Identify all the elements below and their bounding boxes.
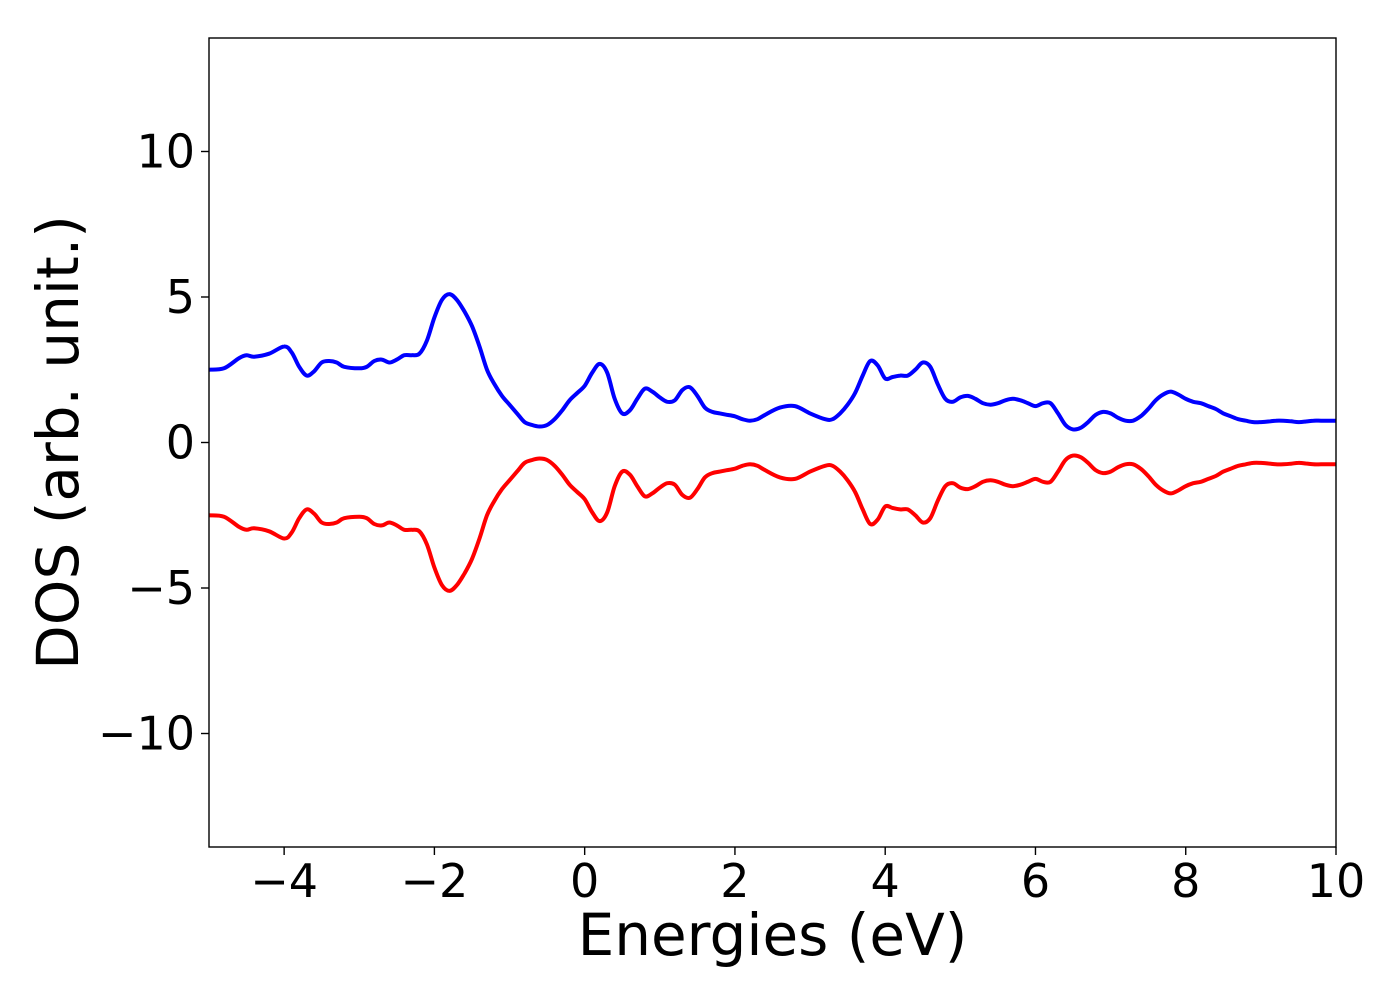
- x-tick-label: −4: [250, 854, 318, 908]
- y-axis-label: DOS (arb. unit.): [24, 215, 92, 670]
- y-tick-label: −5: [127, 561, 195, 615]
- series-line-1: [209, 292, 1336, 432]
- y-tick-label: −10: [98, 707, 195, 761]
- x-tick-label: 8: [1171, 854, 1200, 908]
- x-tick-label: 6: [1021, 854, 1050, 908]
- x-tick-label: 10: [1307, 854, 1366, 908]
- x-tick-label: 2: [720, 854, 749, 908]
- series-line-2: [209, 453, 1336, 593]
- ticks-layer: −4 −2 0 2 4 6 8 10 −10 −5 0 5 10: [98, 124, 1365, 908]
- y-tick-label: 10: [136, 124, 195, 178]
- x-tick-label: 0: [570, 854, 599, 908]
- y-tick-label: 5: [166, 270, 195, 324]
- series-layer: [209, 292, 1336, 593]
- x-axis-label: Energies (eV): [578, 901, 968, 969]
- x-tick-label: −2: [400, 854, 468, 908]
- y-tick-label: 0: [166, 416, 195, 470]
- x-tick-label: 4: [871, 854, 900, 908]
- plot-frame: [208, 37, 1337, 848]
